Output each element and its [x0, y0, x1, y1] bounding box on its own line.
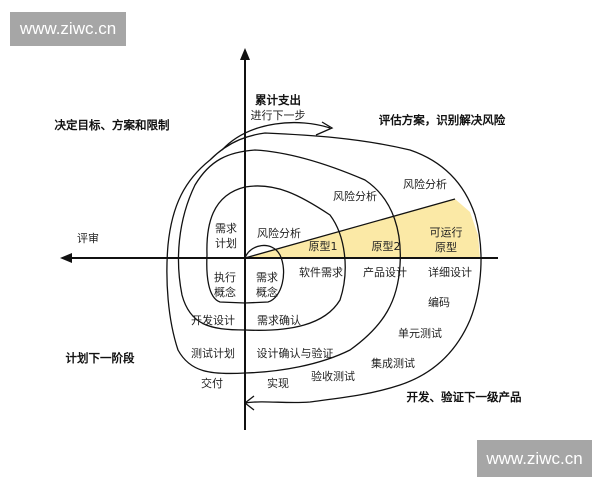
- axis-up-arrow-icon: [240, 48, 250, 60]
- risk-analysis-label: 风险分析: [403, 177, 447, 191]
- watermark-bottom: www.ziwc.cn: [477, 440, 592, 477]
- integration-test-label: 集成测试: [371, 356, 415, 370]
- review-label: 评审: [77, 231, 99, 245]
- test-plan-label: 测试计划: [191, 347, 235, 360]
- axis-left-arrow-icon: [60, 253, 72, 263]
- req-confirm-label: 需求确认: [257, 314, 301, 327]
- acceptance-test-label: 验收测试: [311, 369, 355, 383]
- runnable-prototype-label: 可运行: [430, 226, 463, 239]
- dev-design-label: 开发设计: [191, 313, 235, 327]
- software-req-label: 软件需求: [299, 265, 343, 279]
- prototype-1-label: 原型1: [309, 239, 338, 253]
- unit-test-label: 单元测试: [398, 327, 442, 340]
- implementation-label: 实现: [267, 376, 289, 390]
- detail-design-label: 详细设计: [428, 265, 472, 279]
- quadrant-top-left-label: 决定目标、方案和限制: [55, 118, 170, 132]
- rotation-arrow-head-icon: [315, 121, 334, 136]
- prototype-region: [245, 199, 480, 258]
- req-plan-label: 需求: [215, 222, 237, 235]
- axis-label-next-step: 进行下一步: [251, 109, 306, 122]
- quadrant-top-right-label: 评估方案，识别解决风险: [379, 113, 506, 127]
- risk-analysis-label: 风险分析: [333, 189, 377, 203]
- rotation-arrow: [221, 121, 331, 151]
- req-concept-label: 概念: [256, 285, 278, 299]
- exec-concept-label: 执行: [214, 270, 236, 284]
- spiral-path: [166, 132, 482, 404]
- risk-analysis-label: 风险分析: [257, 226, 301, 240]
- runnable-prototype-label: 原型: [435, 240, 457, 254]
- product-design-label: 产品设计: [363, 265, 407, 279]
- req-plan-label: 计划: [215, 237, 237, 250]
- prototype-divider-line: [244, 198, 456, 259]
- delivery-label: 交付: [201, 376, 223, 390]
- req-concept-label: 需求: [256, 271, 278, 284]
- prototype-2-label: 原型2: [372, 239, 401, 253]
- spiral-end-arrow-icon: [243, 395, 255, 411]
- quadrant-bottom-right-label: 开发、验证下一级产品: [407, 390, 522, 404]
- quadrant-bottom-left-label: 计划下一阶段: [66, 351, 135, 365]
- exec-concept-label: 概念: [214, 285, 236, 299]
- axis-label-cost: 累计支出: [255, 93, 301, 107]
- coding-label: 编码: [428, 295, 450, 309]
- design-verify-label: 设计确认与验证: [257, 346, 334, 360]
- watermark-top: www.ziwc.cn: [10, 12, 126, 46]
